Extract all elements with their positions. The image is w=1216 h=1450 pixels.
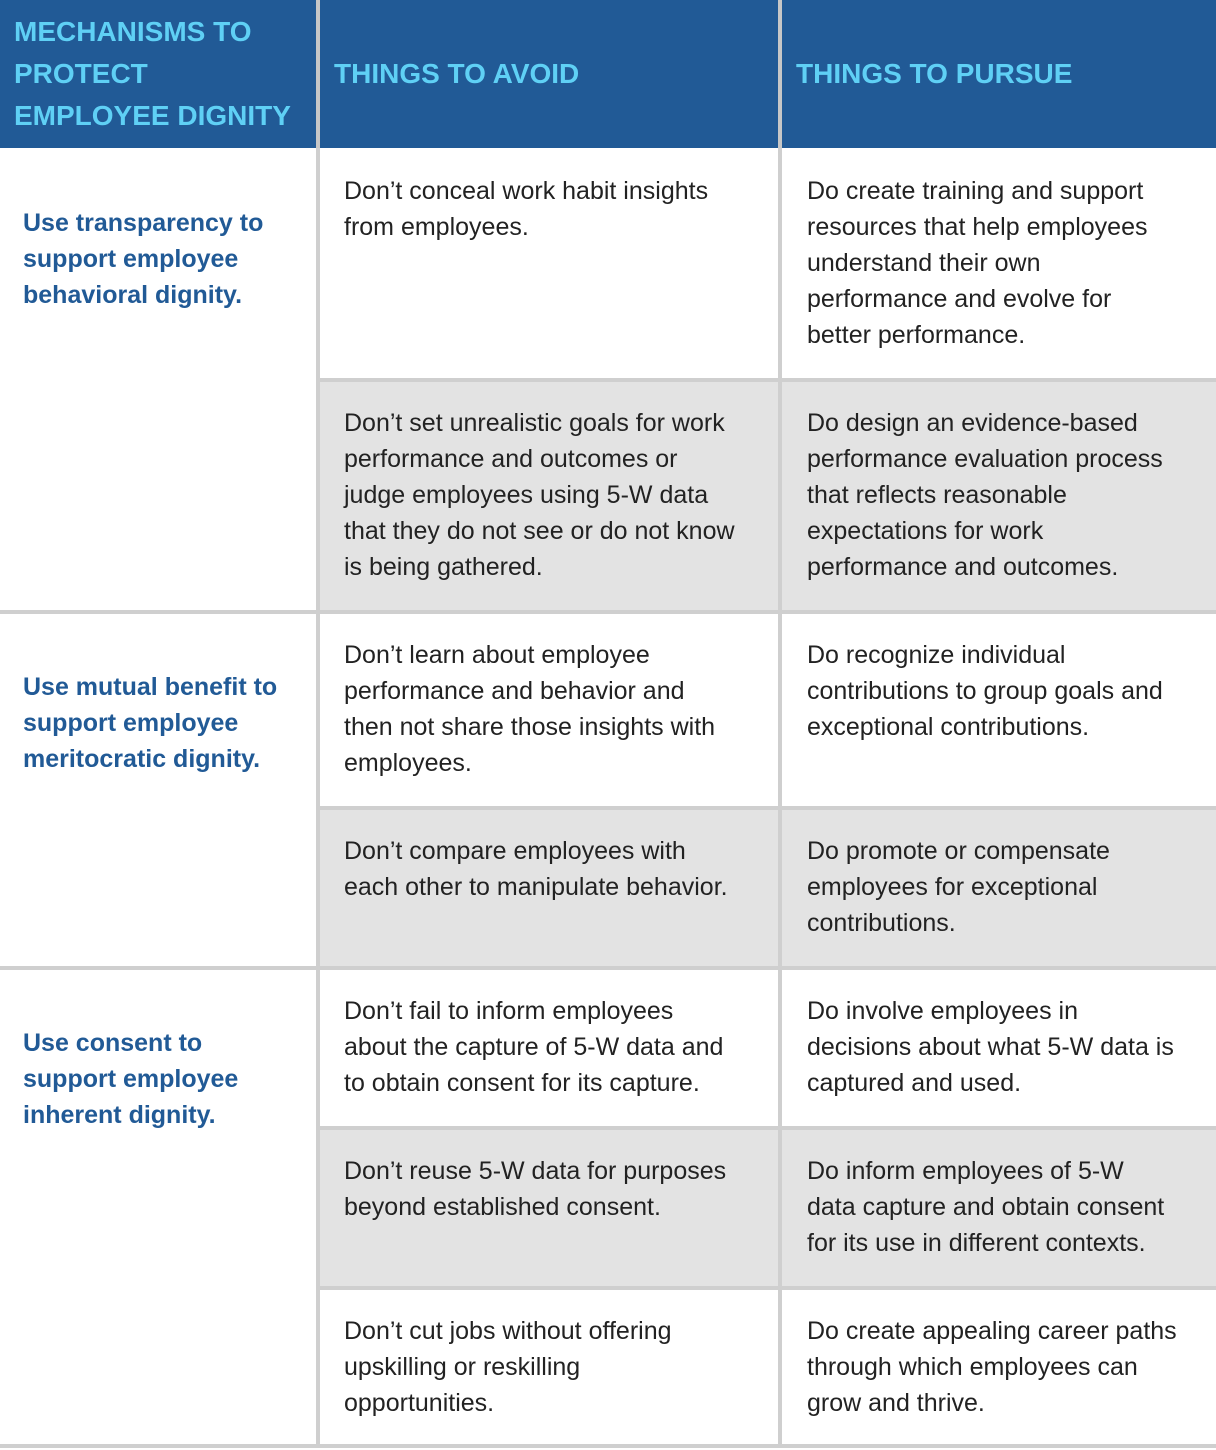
cell-line: Don’t learn about employee — [344, 641, 650, 669]
avoid-cell: Don’t conceal work habit insights from e… — [320, 150, 778, 380]
cell-line: to obtain consent for its capture. — [344, 1069, 700, 1097]
header-things-to-avoid: THINGS TO AVOID — [320, 0, 778, 148]
cell-line: Do recognize individual — [807, 641, 1066, 669]
cell-line: Do create appealing career paths — [807, 1317, 1177, 1345]
header-divider — [778, 0, 782, 148]
header-line: MECHANISMS TO — [14, 16, 252, 47]
mechanism-line: inherent dignity. — [23, 1101, 216, 1129]
cell-line: for its use in different contexts. — [807, 1229, 1146, 1257]
cell-line: resources that help employees — [807, 213, 1148, 241]
cell-line: beyond established consent. — [344, 1193, 661, 1221]
mechanism-line: support employee — [23, 245, 239, 273]
avoid-cell: Don’t compare employees with each other … — [320, 810, 778, 966]
cell-line: expectations for work — [807, 517, 1044, 545]
avoid-cell: Don’t set unrealistic goals for work per… — [320, 382, 778, 610]
pursue-cell: Do create training and support resources… — [782, 150, 1216, 380]
cell-line: Do design an evidence-based — [807, 409, 1138, 437]
group-divider — [0, 610, 1216, 614]
cell-line: performance evaluation process — [807, 445, 1163, 473]
cell-line: Don’t reuse 5-W data for purposes — [344, 1157, 727, 1185]
pursue-cell: Do recognize individual contributions to… — [782, 614, 1216, 806]
cell-line: employees. — [344, 749, 472, 777]
header-line: EMPLOYEE DIGNITY — [14, 100, 291, 131]
cell-line: Do promote or compensate — [807, 837, 1110, 865]
cell-line: Don’t cut jobs without offering — [344, 1317, 672, 1345]
header-divider — [316, 0, 320, 148]
mechanism-line: meritocratic dignity. — [23, 745, 261, 773]
group-divider — [0, 966, 1216, 970]
avoid-cell: Don’t fail to inform employees about the… — [320, 970, 778, 1126]
table-bottom-border — [0, 1444, 1216, 1448]
cell-line: is being gathered. — [344, 553, 543, 581]
cell-line: Do create training and support — [807, 177, 1144, 205]
cell-line: then not share those insights with — [344, 713, 716, 741]
mechanism-consent: Use consent to support employee inherent… — [0, 1025, 316, 1133]
cell-line: contributions to group goals and — [807, 677, 1163, 705]
cell-line: decisions about what 5-W data is — [807, 1033, 1174, 1061]
column-divider — [316, 148, 320, 1448]
cell-line: performance and behavior and — [344, 677, 685, 705]
cell-line: better performance. — [807, 321, 1026, 349]
row-divider — [316, 378, 1216, 382]
mechanism-line: behavioral dignity. — [23, 281, 243, 309]
mechanism-transparency: Use transparency to support employee beh… — [0, 205, 316, 313]
avoid-cell: Don’t learn about employee performance a… — [320, 614, 778, 806]
mechanism-mutual-benefit: Use mutual benefit to support employee m… — [0, 669, 316, 777]
cell-line: employees for exceptional — [807, 873, 1098, 901]
row-divider — [316, 1286, 1216, 1290]
pursue-cell: Do promote or compensate employees for e… — [782, 810, 1216, 966]
cell-line: judge employees using 5-W data — [344, 481, 709, 509]
header-label: THINGS TO AVOID — [334, 58, 580, 89]
cell-line: that reflects reasonable — [807, 481, 1067, 509]
cell-line: performance and outcomes. — [807, 553, 1119, 581]
mechanism-line: support employee — [23, 1065, 239, 1093]
cell-line: Do involve employees in — [807, 997, 1078, 1025]
cell-line: data capture and obtain consent — [807, 1193, 1165, 1221]
cell-line: each other to manipulate behavior. — [344, 873, 728, 901]
cell-line: captured and used. — [807, 1069, 1022, 1097]
pursue-cell: Do design an evidence-based performance … — [782, 382, 1216, 610]
pursue-cell: Do inform employees of 5-W data capture … — [782, 1130, 1216, 1286]
cell-line: Don’t conceal work habit insights — [344, 177, 709, 205]
pursue-cell: Do create appealing career paths through… — [782, 1290, 1216, 1444]
header-things-to-pursue: THINGS TO PURSUE — [782, 0, 1216, 148]
mechanism-line: Use transparency to — [23, 209, 264, 237]
cell-line: exceptional contributions. — [807, 713, 1090, 741]
cell-line: performance and evolve for — [807, 285, 1112, 313]
cell-line: understand their own — [807, 249, 1041, 277]
pursue-cell: Do involve employees in decisions about … — [782, 970, 1216, 1126]
cell-line: Don’t fail to inform employees — [344, 997, 674, 1025]
cell-line: Don’t compare employees with — [344, 837, 686, 865]
header-label: THINGS TO PURSUE — [796, 58, 1073, 89]
row-divider — [316, 1126, 1216, 1130]
cell-line: Don’t set unrealistic goals for work — [344, 409, 725, 437]
row-divider — [316, 806, 1216, 810]
column-divider — [778, 148, 782, 1448]
mechanism-line: Use consent to — [23, 1029, 203, 1057]
cell-line: upskilling or reskilling — [344, 1353, 581, 1381]
avoid-cell: Don’t cut jobs without offering upskilli… — [320, 1290, 778, 1444]
cell-line: about the capture of 5-W data and — [344, 1033, 724, 1061]
cell-line: contributions. — [807, 909, 956, 937]
cell-line: that they do not see or do not know — [344, 517, 735, 545]
cell-line: performance and outcomes or — [344, 445, 678, 473]
cell-line: through which employees can — [807, 1353, 1138, 1381]
mechanism-line: support employee — [23, 709, 239, 737]
cell-line: Do inform employees of 5-W — [807, 1157, 1124, 1185]
avoid-cell: Don’t reuse 5-W data for purposes beyond… — [320, 1130, 778, 1286]
header-line: PROTECT — [14, 58, 148, 89]
cell-line: grow and thrive. — [807, 1389, 985, 1417]
cell-line: from employees. — [344, 213, 529, 241]
mechanism-line: Use mutual benefit to — [23, 673, 278, 701]
header-mechanisms: MECHANISMS TO PROTECT EMPLOYEE DIGNITY — [0, 0, 316, 148]
cell-line: opportunities. — [344, 1389, 495, 1417]
